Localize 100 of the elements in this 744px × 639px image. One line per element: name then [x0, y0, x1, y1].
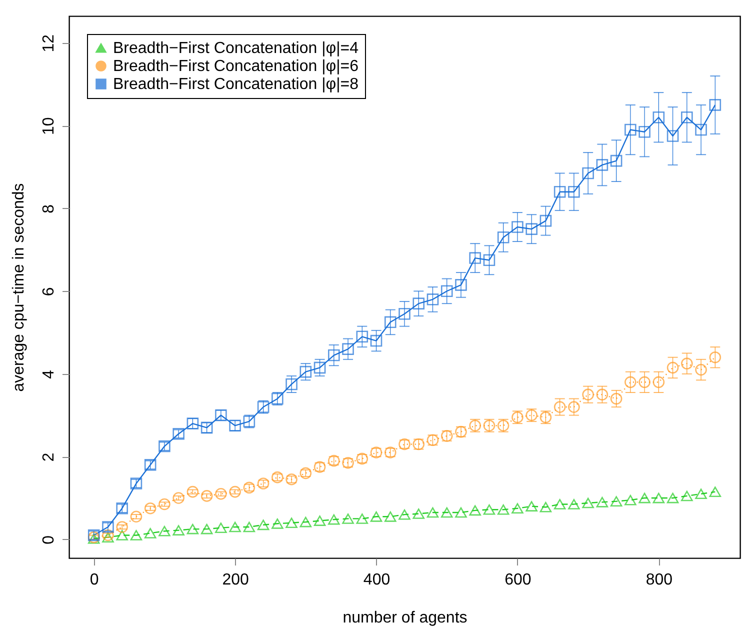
- point: [243, 522, 256, 532]
- point: [158, 498, 170, 510]
- point: [709, 486, 722, 497]
- x-axis-title: number of agents: [342, 610, 468, 626]
- point: [172, 492, 184, 504]
- point: [540, 214, 552, 227]
- point: [610, 154, 622, 167]
- point: [144, 502, 156, 514]
- point: [695, 124, 707, 136]
- y-axis-title: average cpu−time in seconds: [10, 183, 28, 392]
- point: [440, 507, 453, 518]
- point: [130, 510, 142, 523]
- point: [540, 502, 552, 512]
- point: [582, 498, 594, 508]
- point: [243, 482, 256, 494]
- point: [455, 507, 467, 518]
- point: [314, 516, 326, 526]
- legend-label: Breadth−First Concatenation |φ|=6: [113, 58, 359, 75]
- point: [681, 358, 693, 370]
- point: [624, 376, 636, 388]
- point: [186, 524, 199, 534]
- x-tick-label: 200: [222, 572, 249, 588]
- point: [695, 364, 707, 376]
- point: [102, 532, 114, 543]
- point: [568, 401, 580, 413]
- point: [215, 522, 227, 533]
- point: [652, 376, 665, 388]
- point: [286, 518, 298, 528]
- point: [286, 378, 298, 390]
- point: [370, 511, 382, 522]
- point: [526, 501, 538, 512]
- point: [568, 186, 580, 198]
- point: [300, 516, 312, 528]
- y-tick-label: 8: [40, 204, 58, 214]
- point: [596, 496, 608, 508]
- point: [426, 507, 439, 518]
- x-tick-label: 600: [504, 572, 532, 588]
- point: [638, 376, 650, 388]
- point: [200, 524, 213, 534]
- point: [709, 99, 722, 111]
- point: [116, 530, 128, 540]
- point: [596, 159, 608, 171]
- point: [412, 298, 425, 310]
- point: [497, 231, 510, 244]
- y-tick-label: 12: [40, 34, 58, 52]
- point: [384, 511, 396, 522]
- y-tick-label: 0: [40, 535, 58, 544]
- point: [172, 525, 184, 536]
- point: [300, 467, 312, 480]
- point: [652, 492, 665, 504]
- point: [483, 254, 496, 266]
- y-tick-label: 6: [40, 287, 58, 296]
- point: [681, 111, 693, 124]
- point: [426, 294, 439, 306]
- point: [512, 221, 524, 233]
- point: [257, 520, 270, 530]
- point: [554, 186, 566, 198]
- point: [666, 492, 679, 504]
- point: [440, 285, 453, 298]
- point: [469, 505, 481, 516]
- point: [412, 508, 425, 519]
- point: [229, 522, 241, 532]
- point: [144, 528, 156, 538]
- point: [568, 499, 580, 510]
- legend-label: Breadth−First Concatenation |φ|=4: [113, 40, 359, 57]
- point: [681, 490, 693, 502]
- point: [596, 388, 608, 400]
- x-tick-label: 800: [646, 572, 673, 588]
- point: [554, 499, 566, 510]
- point: [610, 496, 622, 507]
- point: [610, 392, 622, 405]
- point: [483, 504, 496, 515]
- point: [186, 486, 199, 498]
- point: [582, 167, 594, 180]
- point: [512, 503, 524, 514]
- point: [398, 509, 410, 520]
- point: [116, 521, 128, 533]
- point: [314, 362, 326, 374]
- point: [652, 111, 665, 124]
- point: [638, 492, 650, 504]
- point: [624, 124, 636, 136]
- point: [342, 343, 354, 355]
- y-tick-label: 2: [40, 452, 58, 462]
- point: [398, 308, 410, 320]
- point: [328, 514, 340, 525]
- point: [229, 486, 241, 498]
- point: [666, 130, 679, 142]
- point: [272, 518, 284, 529]
- point: [272, 471, 284, 484]
- point: [497, 504, 510, 515]
- point: [215, 488, 227, 500]
- point: [624, 494, 636, 506]
- point: [695, 488, 707, 500]
- y-tick-label: 4: [40, 370, 58, 379]
- point: [638, 126, 650, 138]
- x-tick-label: 400: [363, 572, 390, 588]
- point: [370, 334, 382, 347]
- point: [384, 316, 396, 328]
- y-tick-label: 10: [40, 117, 58, 136]
- point: [328, 349, 340, 362]
